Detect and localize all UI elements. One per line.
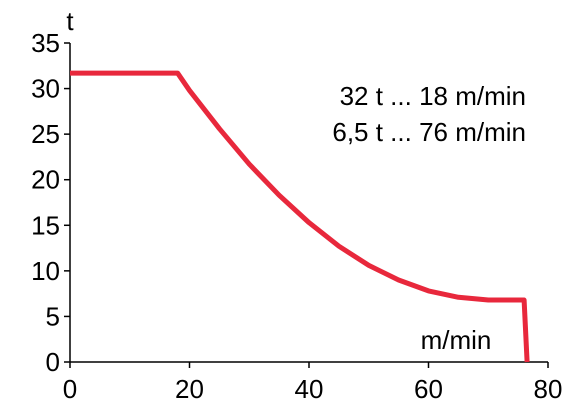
- y-tick-label: 15: [31, 210, 60, 240]
- y-tick-label: 30: [31, 74, 60, 104]
- y-tick-label: 0: [46, 347, 60, 377]
- series-line-0: [70, 70, 530, 363]
- x-tick-label: 80: [534, 374, 563, 404]
- y-tick-label: 5: [46, 301, 60, 331]
- y-axis-label: t: [66, 6, 74, 36]
- axes: [64, 42, 549, 368]
- x-tick-label: 40: [295, 374, 324, 404]
- y-tick-label: 20: [31, 165, 60, 195]
- annotation-min-load: 6,5 t ... 76 m/min: [332, 117, 526, 147]
- annotation-max-load: 32 t ... 18 m/min: [340, 81, 526, 111]
- tick-labels: 0 5 10 15 20 25 30 35 0 20 40 60 80: [31, 28, 562, 404]
- y-tick-label: 35: [31, 28, 60, 58]
- x-axis-label: m/min: [421, 325, 492, 355]
- y-tick-label: 10: [31, 256, 60, 286]
- x-tick-label: 60: [414, 374, 443, 404]
- x-tick-label: 20: [175, 374, 204, 404]
- y-tick-label: 25: [31, 119, 60, 149]
- x-tick-label: 0: [63, 374, 77, 404]
- series: [70, 70, 530, 363]
